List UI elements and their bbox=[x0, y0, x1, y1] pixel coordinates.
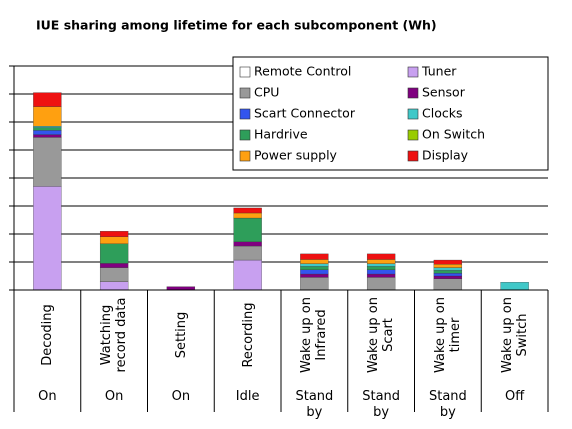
legend-label: Sensor bbox=[422, 85, 466, 100]
bar-segment bbox=[33, 126, 62, 128]
legend-swatch bbox=[407, 66, 419, 78]
legend-label: Remote Control bbox=[254, 64, 351, 79]
bar-segment bbox=[433, 259, 463, 265]
bar-segment bbox=[33, 186, 62, 291]
bar-segment bbox=[366, 263, 396, 267]
category-label: Wake up on Switch bbox=[499, 297, 530, 374]
bar-segment bbox=[33, 106, 62, 127]
category-label: Decoding bbox=[39, 304, 55, 366]
legend-label: Power supply bbox=[254, 148, 338, 163]
legend-label: CPU bbox=[254, 85, 279, 100]
legend-swatch bbox=[239, 87, 251, 99]
mode-label: On bbox=[38, 389, 57, 404]
legend-label: Hardrive bbox=[254, 127, 308, 142]
legend-swatch bbox=[239, 108, 251, 120]
category-label: Wake up on timer bbox=[432, 297, 463, 374]
bar-segment bbox=[99, 236, 129, 244]
bar-segment bbox=[433, 275, 463, 279]
bar-segment bbox=[233, 259, 262, 291]
bar-segment bbox=[33, 127, 62, 131]
bar-segment bbox=[366, 273, 396, 278]
legend-label: Display bbox=[422, 148, 469, 163]
mode-label: Idle bbox=[235, 389, 260, 404]
bar-segment bbox=[366, 259, 396, 264]
bar-segment bbox=[433, 267, 463, 271]
bar-segment bbox=[233, 241, 262, 247]
legend-box bbox=[232, 56, 549, 171]
mode-label: Stand by bbox=[428, 389, 467, 420]
chart-title: IUE sharing among lifetime for each subc… bbox=[36, 18, 437, 33]
bar-segment bbox=[300, 269, 329, 275]
legend-label: Tuner bbox=[421, 64, 457, 79]
bar-segment bbox=[99, 243, 129, 264]
bar-segment bbox=[33, 92, 62, 107]
bar-segment bbox=[300, 253, 329, 260]
bar-segment bbox=[233, 217, 262, 242]
legend-swatch bbox=[239, 129, 251, 141]
bar-segment bbox=[99, 263, 129, 268]
legend-swatch bbox=[407, 87, 419, 99]
bar-segment bbox=[99, 267, 129, 282]
legend-label: Scart Connector bbox=[254, 106, 356, 121]
bar-segment bbox=[233, 245, 262, 261]
category-label: Wake up on Infrared bbox=[299, 297, 330, 374]
mode-label: Stand by bbox=[295, 389, 334, 420]
bar-segment bbox=[33, 134, 62, 138]
bar-segment bbox=[300, 259, 329, 264]
legend-swatch bbox=[239, 150, 251, 162]
bar-segment bbox=[366, 266, 396, 270]
category-label: Setting bbox=[173, 311, 189, 359]
bar-segment bbox=[366, 253, 396, 260]
bar-segment bbox=[233, 207, 262, 214]
legend-label: On Switch bbox=[422, 127, 485, 142]
bar-segment bbox=[300, 266, 329, 270]
mode-label: On bbox=[171, 389, 191, 404]
bar-segment bbox=[33, 130, 62, 135]
category-label: Recording bbox=[240, 302, 256, 368]
legend-swatch bbox=[407, 150, 419, 162]
bar-segment bbox=[300, 263, 329, 267]
mode-label: Off bbox=[505, 389, 525, 404]
category-label: Watching record data bbox=[99, 297, 130, 373]
bar-segment bbox=[433, 273, 463, 277]
legend-label: Clocks bbox=[422, 106, 462, 121]
bar-segment bbox=[366, 269, 396, 275]
legend-swatch bbox=[407, 108, 419, 120]
bar-segment bbox=[33, 137, 62, 187]
bar-segment bbox=[300, 273, 329, 278]
bar-segment bbox=[99, 231, 129, 237]
bar-segment bbox=[433, 264, 463, 268]
legend-swatch bbox=[407, 129, 419, 141]
bar-segment bbox=[433, 270, 463, 274]
bar-segment bbox=[233, 212, 262, 219]
mode-label: Stand by bbox=[362, 389, 401, 420]
legend-swatch bbox=[239, 66, 251, 78]
mode-label: On bbox=[104, 389, 124, 404]
category-label: Wake up on Scart bbox=[366, 297, 397, 374]
